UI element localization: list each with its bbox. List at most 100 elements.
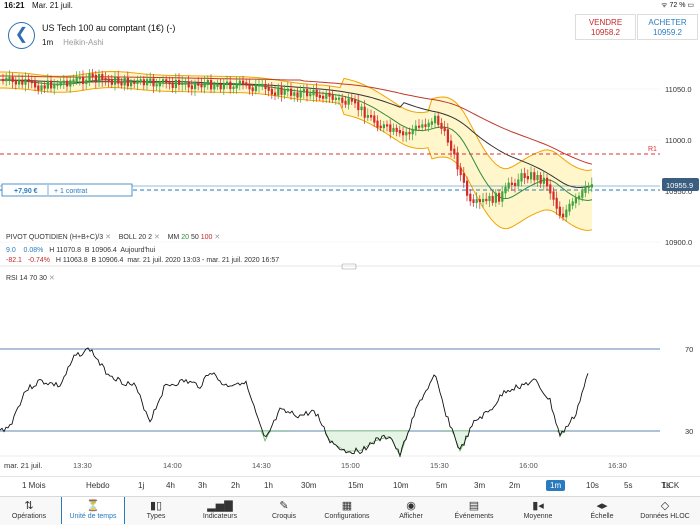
pivot-label[interactable]: PIVOT QUOTIDIEN (H+B+C)/3 [6, 234, 104, 241]
timeframe-2m[interactable]: 2m [509, 481, 521, 490]
candle-body [325, 92, 328, 99]
candle-body [222, 82, 225, 90]
candle-body [354, 99, 357, 104]
toolbar-operations[interactable]: ⇅ Opérations [0, 499, 61, 520]
toolbar-indicateurs[interactable]: ▂▅▇ Indicateurs [188, 499, 252, 520]
toolbar-types[interactable]: ▮▯ Types [124, 499, 188, 520]
timeframe-1h[interactable]: 1h [264, 481, 273, 490]
timeframe-bar: 1 Mois Hebdo 1j 4h 3h 2h 1h 30m 15m 10m 5m 3m 2m 1m 10… [0, 476, 700, 496]
candle-body [78, 76, 81, 80]
timeframe-15m[interactable]: 15m [348, 481, 364, 490]
candle-body [395, 127, 398, 132]
candle-body [389, 124, 392, 132]
remove-boll-icon[interactable]: ✕ [153, 234, 160, 241]
candle-body [306, 89, 309, 97]
candle-body [5, 77, 8, 82]
candle-body [462, 173, 465, 183]
candle-body [443, 127, 446, 132]
instrument-name[interactable]: US Tech 100 au comptant (1€) (-) [42, 23, 176, 33]
rsi-legend[interactable]: RSI 14 70 30 ✕ [6, 274, 55, 282]
timeframe-5m[interactable]: 5m [436, 481, 448, 490]
candle-body [184, 82, 187, 85]
toolbar-icon: ◇ [660, 500, 670, 512]
stat-low: B 10906.4 [91, 257, 124, 264]
candle-body [344, 100, 347, 105]
toolbar-croquis[interactable]: ✎ Croquis [252, 499, 316, 520]
candle-body [98, 74, 101, 82]
back-button[interactable]: ❮ [8, 22, 35, 49]
candle-body [69, 80, 72, 87]
stats-row-today: 9.0 0.08% H 11070.8 B 10906.4 Aujourd'hu… [6, 247, 155, 254]
candle-body [498, 192, 501, 202]
toolbar-unite-de-temps[interactable]: ⏳ Unité de temps [61, 497, 125, 524]
timeframe-4h[interactable]: 4h [166, 481, 175, 490]
bottom-toolbar: ⇅ Opérations ⏳ Unité de temps ▮▯ Types ▂▅▇ Indi… [0, 496, 700, 525]
stat-change: -82.1 [6, 257, 22, 264]
candle-body [299, 90, 302, 98]
remove-mm-icon[interactable]: ✕ [214, 234, 221, 241]
toolbar-label: Événements [454, 513, 494, 520]
chart-area[interactable]: R1 11050.0 11000.0 10950.0 10900.0 10955… [0, 56, 700, 474]
candle-body [555, 197, 558, 209]
candle-body [574, 197, 577, 204]
toolbar-label: Types [146, 513, 166, 520]
timeframe-1s[interactable]: 1s [662, 481, 671, 490]
candle-body [238, 80, 241, 86]
candle-body [491, 195, 494, 203]
candle-body [418, 125, 421, 128]
toolbar-label: Opérations [11, 513, 47, 520]
candle-body [331, 94, 334, 100]
toolbar-configurations[interactable]: ▦ Configurations [315, 499, 379, 520]
candle-body [190, 85, 193, 90]
toolbar-afficher[interactable]: ◉ Afficher [379, 499, 443, 520]
timeframe-tick[interactable]: TICK [661, 481, 680, 490]
mm-label[interactable]: MM [167, 234, 180, 241]
timeframe-2h[interactable]: 2h [231, 481, 240, 490]
candle-body [539, 174, 542, 184]
price-chart[interactable]: R1 11050.0 11000.0 10950.0 10900.0 10955… [0, 56, 700, 474]
candle-body [274, 92, 277, 96]
candle-body [229, 81, 232, 90]
candle-body [414, 125, 417, 131]
indicator-legend[interactable]: PIVOT QUOTIDIEN (H+B+C)/3 ✕ BOLL 20 2 ✕ … [6, 233, 220, 241]
timeframe-10m[interactable]: 10m [393, 481, 409, 490]
candle-body [75, 77, 78, 82]
candle-body [59, 81, 62, 86]
buy-button[interactable]: ACHETER 10959.2 [637, 14, 698, 40]
boll-deviation: 2 [148, 234, 152, 241]
timeframe-30m[interactable]: 30m [301, 481, 317, 490]
candle-body [200, 83, 203, 88]
boll-label[interactable]: BOLL [118, 234, 137, 241]
toolbar-evenements[interactable]: ▤ Événements [442, 499, 506, 520]
candle-body [581, 190, 584, 198]
toolbar-donnees-hloc[interactable]: ◇ Données HLOC [633, 499, 697, 520]
rsi-label[interactable]: RSI 14 70 30 [6, 275, 47, 282]
timeframe-hebdo[interactable]: Hebdo [86, 481, 110, 490]
pane-divider-handle [341, 263, 357, 270]
candle-body [117, 77, 120, 84]
mm-20: 20 [181, 234, 190, 241]
timeframe-1m[interactable]: 1m [546, 480, 566, 491]
toolbar-echelle[interactable]: ◂▸ Échelle [570, 499, 634, 520]
candle-body [146, 79, 149, 86]
remove-rsi-icon[interactable]: ✕ [48, 275, 55, 282]
timeframe-1j[interactable]: 1j [138, 481, 145, 490]
candle-body [152, 78, 155, 87]
timeframe-3h[interactable]: 3h [198, 481, 207, 490]
timeframe-1-mois[interactable]: 1 Mois [22, 481, 46, 490]
toolbar-label: Échelle [590, 513, 614, 520]
candle-body [37, 85, 40, 91]
rsi-lower-label: 30 [685, 427, 693, 436]
candle-body [91, 73, 94, 77]
candle-body [254, 84, 257, 92]
candle-body [472, 199, 475, 203]
candle-body [34, 81, 37, 88]
timeframe-10s[interactable]: 10s [586, 481, 599, 490]
stat-high: H 11070.8 [49, 247, 82, 254]
sell-button[interactable]: VENDRE 10958.2 [575, 14, 636, 40]
toolbar-moyenne[interactable]: ▮◂ Moyenne [506, 499, 570, 520]
rsi-fills [255, 430, 570, 455]
timeframe-5s[interactable]: 5s [624, 481, 633, 490]
remove-pivot-icon[interactable]: ✕ [105, 234, 111, 241]
timeframe-3m[interactable]: 3m [474, 481, 486, 490]
